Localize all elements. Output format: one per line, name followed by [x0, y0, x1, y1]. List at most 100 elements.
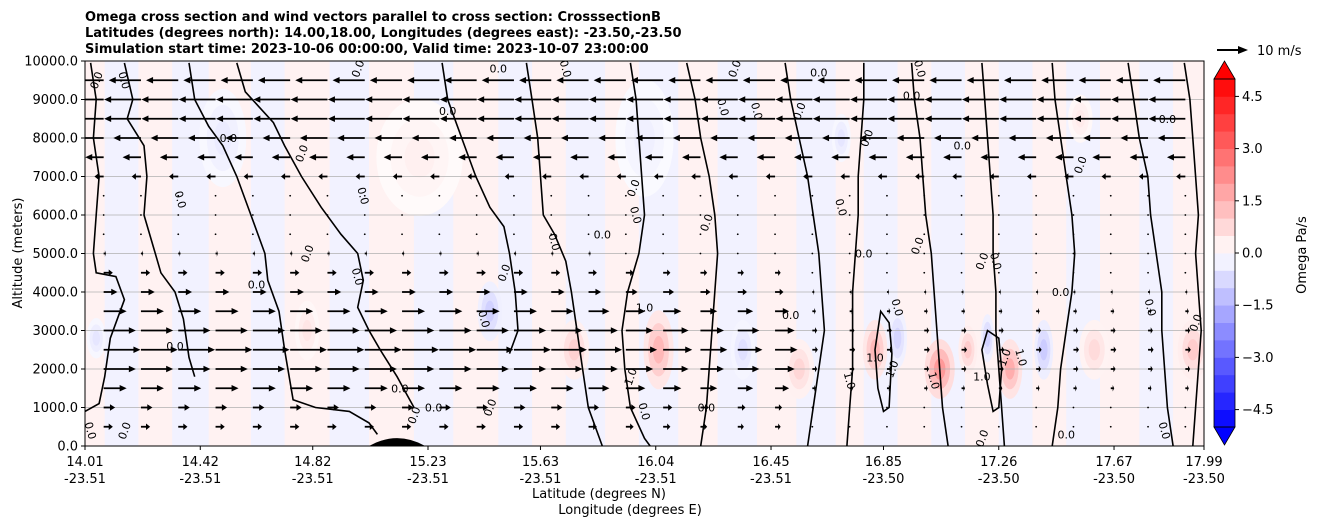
- wind-vector-head: [515, 250, 517, 257]
- wind-vector-dot: [848, 406, 851, 409]
- wind-vector-dot: [251, 194, 254, 197]
- y-tick-label: 5000.0: [33, 247, 79, 262]
- y-axis-label: Altitude (meters): [11, 198, 26, 309]
- wind-vector-head: [220, 423, 225, 430]
- contour-line: [685, 62, 719, 446]
- wind-vector-head: [1038, 327, 1041, 334]
- colorbar-segment: [1214, 357, 1235, 376]
- wind-vector-head: [295, 77, 303, 84]
- wind-vector-dot: [1147, 425, 1149, 428]
- colorbar-segment: [1214, 148, 1235, 167]
- wind-vector-head: [589, 115, 597, 122]
- wind-vector-head: [159, 154, 167, 161]
- wind-vector-dot: [1147, 214, 1149, 216]
- wind-vector-head: [335, 288, 342, 296]
- wind-vector-head: [1111, 115, 1119, 122]
- contour-label: 0.0: [627, 205, 644, 225]
- wind-vector-head: [380, 385, 388, 392]
- wind-vector-head: [630, 77, 638, 84]
- wind-vector-head: [705, 288, 711, 296]
- wind-vector-head: [926, 327, 930, 334]
- wind-vector-dot: [662, 252, 665, 255]
- x-axis-label-latitude: Latitude (degrees N): [532, 487, 666, 502]
- wind-vector-head: [1001, 346, 1005, 353]
- x-tick-label-lon: -23.50: [863, 472, 905, 487]
- wind-vector-dot: [886, 425, 888, 428]
- wind-vector-head: [674, 308, 682, 315]
- wind-vector-head: [551, 96, 559, 103]
- wind-vector-dot: [1035, 233, 1038, 236]
- contour-label: 0.0: [425, 402, 443, 415]
- wind-vector-dot: [1147, 406, 1149, 409]
- contour-label: 0.0: [172, 190, 189, 210]
- wind-vector-dot: [1147, 252, 1149, 255]
- wind-vector-head: [1038, 308, 1040, 315]
- wind-vector-head: [784, 134, 792, 142]
- wind-vector-head: [519, 423, 524, 430]
- x-tick-label-lat: 14.82: [294, 455, 331, 470]
- wind-vector-head: [653, 173, 659, 180]
- wind-vector-head: [738, 96, 746, 103]
- wind-vector-head: [1039, 346, 1042, 353]
- wind-vector-head: [593, 269, 597, 276]
- contour-label: 0.0: [490, 63, 508, 76]
- wind-vector-head: [1037, 288, 1039, 296]
- wind-vector-head: [1038, 385, 1040, 392]
- contour-label: 0.0: [439, 105, 457, 118]
- wind-vector-head: [291, 250, 293, 257]
- wind-vector-head: [741, 269, 744, 276]
- chart-title-line-2: Latitudes (degrees north): 14.00,18.00, …: [85, 26, 682, 41]
- contour-line-closed: [981, 329, 1003, 413]
- wind-vector-dot: [811, 214, 814, 216]
- wind-vector-head: [1151, 346, 1154, 353]
- wind-vector-head: [646, 365, 654, 373]
- wind-vector-head: [1000, 308, 1003, 315]
- wind-vector-head: [1120, 134, 1128, 142]
- wind-vector-dot: [177, 194, 180, 197]
- wind-vector-head: [850, 115, 858, 122]
- wind-vector-head: [705, 404, 709, 411]
- wind-vector-head: [1092, 154, 1100, 161]
- wind-vector-head: [850, 96, 858, 103]
- wind-vector-head: [778, 404, 783, 411]
- y-axis: 0.0 1000.0 2000.0 3000.0 4000.0 5000.0 6000.0 7…: [24, 55, 85, 455]
- wind-vector-head: [369, 423, 374, 430]
- wind-vector-head: [520, 404, 526, 411]
- wind-vector-head: [319, 346, 327, 353]
- wind-vector-head: [1001, 365, 1004, 373]
- wind-vector-dot: [1109, 252, 1112, 255]
- wind-vector-dot: [1035, 214, 1038, 216]
- wind-vector-head: [408, 404, 414, 411]
- wind-vector-dot: [923, 425, 926, 428]
- wind-vector-dot: [848, 271, 851, 274]
- wind-vector-dot: [140, 233, 142, 236]
- contour-line: [236, 62, 415, 408]
- wind-vector-dot: [363, 233, 366, 236]
- colorbar-segment: [1214, 287, 1235, 306]
- wind-vector-head: [793, 154, 801, 161]
- wind-vector-dot: [923, 406, 926, 409]
- wind-vector-head: [539, 327, 547, 334]
- wind-vector-head: [681, 365, 689, 373]
- x-tick-label-lat: 15.23: [409, 455, 446, 470]
- contour-label: 0.0: [349, 267, 366, 287]
- y-tick-label: 2000.0: [33, 363, 79, 378]
- wind-vector-head: [989, 173, 994, 180]
- contour-label: 0.0: [810, 67, 828, 80]
- wind-vector-dot: [326, 214, 329, 216]
- wind-vector-head: [1188, 327, 1191, 334]
- wind-vector-head: [1017, 154, 1025, 161]
- wind-vector-head: [962, 288, 964, 296]
- wind-vector-head: [141, 96, 149, 103]
- wind-vector-head: [290, 115, 298, 122]
- wind-vector-dot: [326, 233, 329, 236]
- wind-vector-dot: [699, 194, 702, 197]
- colorbar-tick-label: 4.5: [1242, 90, 1263, 105]
- contour-label: 0.0: [973, 428, 991, 449]
- wind-vector-head: [964, 327, 967, 334]
- wind-vector-head: [104, 96, 112, 103]
- wind-vector-dot: [1109, 271, 1112, 274]
- wind-vector-head: [245, 346, 253, 353]
- wind-vector-head: [122, 154, 130, 161]
- y-tick-label: 3000.0: [33, 324, 79, 339]
